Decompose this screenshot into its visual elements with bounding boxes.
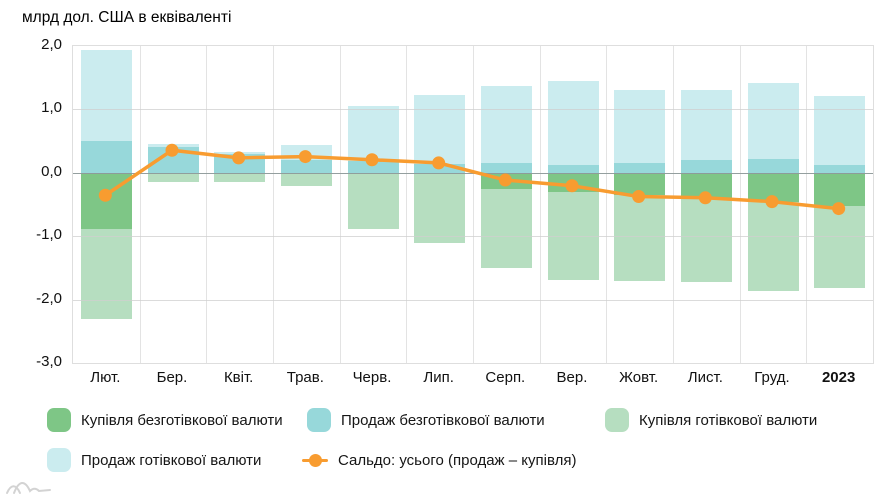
bar-segment: [680, 89, 732, 161]
balance-point: [298, 150, 312, 164]
bar-segment: [547, 80, 599, 165]
legend-label: Продаж безготівкової валюти: [341, 411, 545, 429]
bar-segment: [747, 83, 799, 160]
balance-point: [832, 202, 846, 216]
bar-segment: [280, 172, 332, 187]
legend-label: Купівля безготівкової валюти: [81, 411, 283, 429]
balance-point: [432, 156, 446, 170]
y-tick-label: 1,0: [41, 99, 62, 117]
waves-logo-icon: [6, 482, 51, 494]
bar-segment: [147, 172, 199, 183]
balance-line: [104, 148, 839, 211]
x-tick-label: Жовт.: [619, 369, 659, 386]
x-tick-label: 2023: [821, 369, 856, 386]
horizontal-gridline: [73, 299, 873, 301]
bar-segment: [814, 96, 866, 165]
bar-segment: [347, 172, 399, 230]
bar-segment: [747, 201, 799, 292]
vertical-gridline: [539, 46, 541, 363]
y-tick-label: -3,0: [36, 353, 62, 370]
x-tick-label: Трав.: [286, 369, 324, 386]
legend-label: Сальдо: усього (продаж – купівля): [338, 451, 577, 469]
bar-segment: [480, 163, 532, 173]
legend-item-buy-noncash[interactable]: Купівля безготівкової валюти: [47, 407, 283, 433]
x-tick-label: Черв.: [352, 369, 392, 386]
bar-segment: [414, 172, 466, 243]
bar-segment: [80, 228, 132, 319]
chart-title: млрд дол. США в еквіваленті: [22, 9, 232, 26]
bar-segment: [614, 163, 666, 173]
balance-point: [365, 153, 379, 167]
bar-segment: [680, 198, 732, 283]
bar-segment: [347, 105, 399, 162]
vertical-gridline: [339, 46, 341, 363]
balance-point: [565, 179, 579, 193]
x-tick-label: Груд.: [754, 369, 790, 386]
legend-label: Продаж готівкової валюти: [81, 451, 262, 469]
x-tick-label: Лют.: [90, 369, 121, 386]
bar-segment: [280, 160, 332, 173]
legend-label: Купівля готівкової валюти: [639, 411, 818, 429]
y-tick-label: 0,0: [41, 162, 62, 180]
bar-segment: [547, 191, 599, 280]
sale-noncash-swatch-icon: [307, 408, 331, 432]
horizontal-gridline: [73, 109, 873, 111]
bar-segment: [614, 89, 666, 164]
balance-point: [498, 173, 512, 187]
balance-point: [632, 190, 646, 204]
plot-area: [72, 45, 874, 364]
bar-segment: [614, 172, 666, 195]
vertical-gridline: [139, 46, 141, 363]
vertical-gridline: [673, 46, 674, 363]
bar-segment: [214, 172, 266, 182]
vertical-gridline: [273, 46, 274, 363]
balance-point: [765, 195, 779, 209]
legend-item-sale-cash[interactable]: Продаж готівкової валюти: [47, 447, 261, 473]
legend-item-balance[interactable]: Сальдо: усього (продаж – купівля): [302, 447, 576, 473]
x-tick-label: Вер.: [556, 369, 588, 386]
buy-noncash-swatch-icon: [47, 408, 71, 432]
horizontal-gridline: [73, 236, 873, 238]
vertical-gridline: [473, 46, 474, 363]
bar-segment: [814, 164, 866, 173]
bar-segment: [614, 194, 666, 282]
bar-segment: [80, 50, 132, 142]
y-tick-label: -1,0: [36, 226, 62, 244]
balance-point: [165, 143, 179, 157]
vertical-gridline: [406, 46, 408, 363]
vertical-gridline: [739, 46, 741, 363]
x-tick-label: Квіт.: [223, 369, 254, 386]
bar-segment: [347, 161, 399, 173]
legend-item-buy-cash[interactable]: Купівля готівкової валюти: [605, 407, 817, 433]
vertical-gridline: [606, 46, 608, 363]
bar-segment: [480, 188, 532, 268]
vertical-gridline: [206, 46, 208, 363]
bar-segment: [747, 159, 799, 173]
buy-cash-swatch-icon: [605, 408, 629, 432]
balance-point: [698, 191, 712, 205]
y-tick-label: 2,0: [41, 36, 62, 53]
balance-line-layer: [98, 143, 846, 216]
bar-segment: [680, 160, 732, 173]
bar-segment: [480, 85, 532, 164]
x-tick-label: Лист.: [687, 369, 723, 386]
x-tick-label: Бер.: [156, 369, 188, 386]
bar-segment: [547, 164, 599, 173]
bar-segment: [80, 141, 132, 173]
balance-line-icon: [302, 453, 328, 467]
balance-point: [98, 188, 112, 202]
legend-item-sale-noncash[interactable]: Продаж безготівкової валюти: [307, 407, 545, 433]
y-tick-label: -2,0: [36, 289, 62, 307]
balance-point: [232, 151, 246, 165]
bar-segment: [414, 95, 466, 164]
bar-segment: [814, 206, 866, 288]
x-tick-label: Лип.: [423, 369, 454, 386]
sale-cash-swatch-icon: [47, 448, 71, 472]
bar-segment: [814, 172, 866, 207]
x-tick-label: Серп.: [485, 369, 526, 386]
